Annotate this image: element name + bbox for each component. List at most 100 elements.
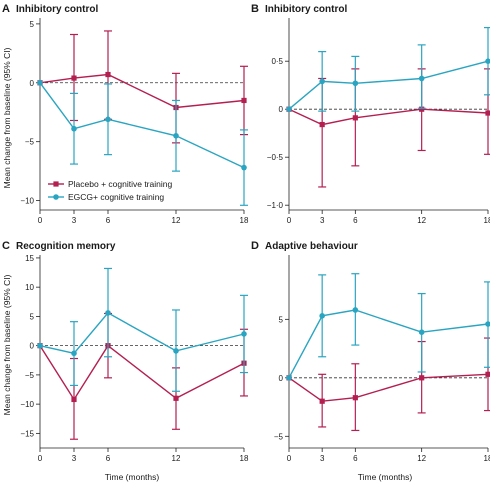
data-point bbox=[71, 396, 77, 403]
y-tick-label: 15 bbox=[25, 254, 34, 263]
x-tick-label: 6 bbox=[353, 454, 358, 463]
data-point bbox=[105, 71, 111, 78]
data-point bbox=[352, 80, 359, 87]
data-point bbox=[105, 116, 111, 123]
y-tick-label: 0 bbox=[30, 342, 35, 351]
series-line bbox=[288, 373, 489, 402]
data-point bbox=[71, 350, 77, 357]
data-point bbox=[352, 307, 359, 313]
series-line bbox=[39, 73, 245, 109]
data-point bbox=[485, 110, 490, 116]
x-tick-label: 18 bbox=[240, 454, 249, 463]
data-point bbox=[37, 342, 43, 349]
panels: A Inhibitory control 5 0 −5 −10 0 3 6 12 18 B Inhibi… bbox=[2, 3, 490, 463]
series-egcg bbox=[286, 27, 490, 112]
y-tick-label: −5 bbox=[25, 138, 35, 147]
data-point bbox=[71, 75, 77, 81]
panel-title: Adaptive behaviour bbox=[265, 241, 358, 252]
panel-d: D Adaptive behaviour 5 0 −5 0 3 6 12 18 bbox=[251, 240, 490, 463]
series-line bbox=[288, 60, 489, 110]
data-point bbox=[241, 164, 247, 171]
x-tick-label: 12 bbox=[417, 216, 426, 225]
series-egcg bbox=[286, 273, 490, 381]
legend: Placebo + cognitive training EGCG+ cognit… bbox=[48, 179, 172, 202]
data-point bbox=[419, 106, 425, 112]
x-tick-label: 12 bbox=[172, 216, 181, 225]
data-point bbox=[71, 125, 77, 132]
data-point bbox=[352, 115, 358, 121]
panel-a: A Inhibitory control 5 0 −5 −10 0 3 6 12 18 bbox=[2, 3, 249, 225]
x-tick-label: 12 bbox=[172, 454, 181, 463]
data-point bbox=[419, 375, 425, 381]
x-tick-label: 3 bbox=[72, 216, 77, 225]
data-point bbox=[352, 395, 358, 401]
y-tick-label: 5 bbox=[279, 315, 284, 324]
panel-c: C Recognition memory 15 10 5 0 −5 −10 −15 0 3 6 12 18 bbox=[2, 240, 249, 463]
data-point bbox=[241, 97, 247, 104]
y-tick-label: −10 bbox=[20, 197, 34, 206]
x-tick-label: 6 bbox=[353, 216, 358, 225]
data-point bbox=[485, 371, 490, 377]
legend-marker-placebo bbox=[53, 181, 59, 187]
data-point bbox=[418, 329, 425, 336]
y-tick-label: −15 bbox=[20, 429, 34, 438]
panel-letter: A bbox=[2, 3, 10, 15]
y-tick-label: −5 bbox=[274, 432, 284, 441]
panel-title: Recognition memory bbox=[16, 241, 116, 252]
y-tick-label: 0 bbox=[279, 105, 284, 114]
y-tick-label: −0·5 bbox=[267, 153, 284, 162]
data-point bbox=[241, 331, 247, 337]
y-tick-label: −5 bbox=[25, 371, 35, 380]
series-placebo bbox=[286, 337, 490, 432]
data-point bbox=[418, 75, 425, 82]
panel-title: Inhibitory control bbox=[16, 4, 98, 15]
series-line bbox=[39, 344, 245, 401]
data-point bbox=[485, 321, 490, 327]
x-tick-label: 6 bbox=[106, 216, 111, 225]
x-tick-label: 18 bbox=[240, 216, 249, 225]
x-axis-title-left: Time (months) bbox=[105, 472, 160, 482]
x-tick-label: 0 bbox=[287, 454, 292, 463]
data-point bbox=[319, 121, 325, 128]
series-line bbox=[288, 309, 489, 379]
y-tick-label: −10 bbox=[20, 400, 34, 409]
legend-label-placebo: Placebo + cognitive training bbox=[68, 179, 172, 189]
x-tick-label: 3 bbox=[320, 454, 325, 463]
panel-letter: C bbox=[2, 240, 10, 252]
y-tick-label: 0·5 bbox=[271, 57, 283, 66]
x-tick-label: 18 bbox=[484, 454, 490, 463]
y-tick-label: −1·0 bbox=[267, 201, 284, 210]
y-tick-label: 0 bbox=[30, 79, 35, 88]
series-placebo bbox=[37, 30, 248, 144]
x-tick-label: 3 bbox=[320, 216, 325, 225]
data-point bbox=[319, 313, 325, 319]
data-point bbox=[173, 348, 179, 354]
series-egcg bbox=[37, 267, 248, 392]
data-point bbox=[286, 106, 292, 112]
panel-letter: D bbox=[251, 240, 259, 252]
x-tick-label: 0 bbox=[287, 216, 292, 225]
data-point bbox=[37, 79, 43, 86]
y-axis-title-top: Mean change from baseline (95% CI) bbox=[2, 47, 12, 188]
data-point bbox=[319, 78, 325, 85]
y-tick-label: 10 bbox=[25, 283, 34, 292]
data-point bbox=[173, 395, 179, 401]
data-point bbox=[286, 375, 292, 381]
legend-marker-egcg bbox=[53, 194, 59, 200]
y-tick-label: 0 bbox=[279, 374, 284, 383]
panel-letter: B bbox=[251, 3, 259, 15]
y-tick-label: 5 bbox=[30, 312, 35, 321]
legend-label-egcg: EGCG+ cognitive training bbox=[68, 192, 164, 202]
y-axis-title-bottom: Mean change from baseline (95% CI) bbox=[2, 274, 12, 415]
y-tick-label: 5 bbox=[30, 20, 35, 29]
x-tick-label: 12 bbox=[417, 454, 426, 463]
x-tick-label: 6 bbox=[106, 454, 111, 463]
x-tick-label: 3 bbox=[72, 454, 77, 463]
data-point bbox=[319, 398, 325, 404]
series-egcg bbox=[37, 79, 248, 206]
series-line bbox=[39, 82, 245, 169]
x-tick-label: 0 bbox=[38, 216, 43, 225]
x-axis-title-right: Time (months) bbox=[358, 472, 413, 482]
